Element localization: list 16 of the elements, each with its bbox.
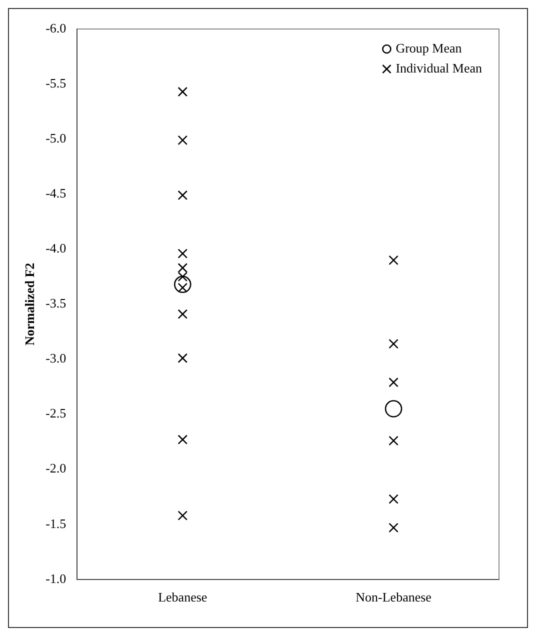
y-tick-label: -3.0 [46, 350, 66, 366]
y-axis-title: Normalized F2 [22, 262, 38, 346]
y-tick-label: -1.0 [46, 570, 66, 586]
y-tick-label: -4.0 [46, 240, 66, 256]
legend-label: Individual Mean [396, 60, 482, 76]
y-tick-label: -2.5 [46, 406, 66, 421]
y-tick-label: -4.5 [46, 186, 66, 201]
y-tick-label: -1.5 [46, 516, 66, 531]
legend-label: Group Mean [396, 40, 462, 56]
x-tick-label: Lebanese [158, 590, 208, 605]
y-tick-label: -5.5 [46, 75, 66, 90]
x-tick-label: Non-Lebanese [356, 590, 432, 605]
y-tick-label: -3.5 [46, 296, 66, 311]
y-tick-label: -5.0 [46, 130, 66, 146]
y-tick-label: -2.0 [46, 460, 66, 476]
y-tick-label: -6.0 [46, 20, 66, 36]
